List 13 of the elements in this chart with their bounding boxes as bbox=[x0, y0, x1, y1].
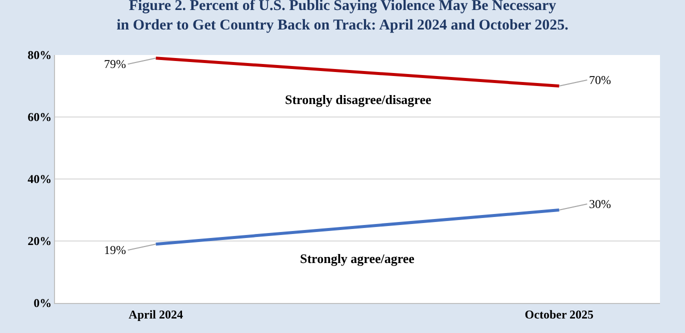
data-label: 30% bbox=[589, 197, 611, 211]
y-tick-label: 0% bbox=[34, 296, 52, 310]
x-tick-label: October 2025 bbox=[524, 307, 594, 322]
data-label: 79% bbox=[104, 57, 126, 71]
y-tick-label: 80% bbox=[28, 48, 52, 62]
series-label: Strongly disagree/disagree bbox=[285, 92, 432, 107]
data-label: 70% bbox=[589, 73, 611, 87]
data-label: 19% bbox=[104, 243, 126, 257]
series-label: Strongly agree/agree bbox=[300, 251, 415, 266]
y-tick-label: 40% bbox=[28, 172, 52, 186]
y-tick-label: 20% bbox=[28, 234, 52, 248]
x-tick-label: April 2024 bbox=[128, 307, 183, 322]
y-tick-label: 60% bbox=[28, 110, 52, 124]
